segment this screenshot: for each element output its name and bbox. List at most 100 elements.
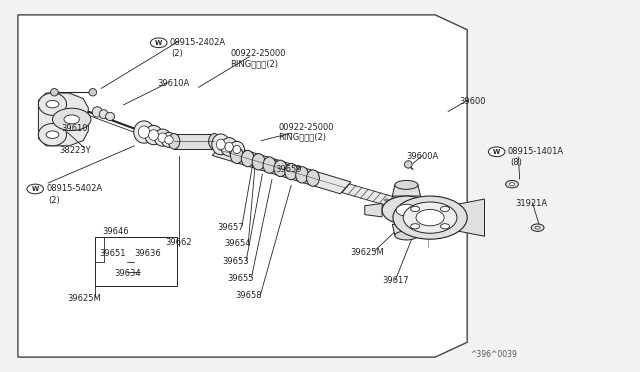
Circle shape <box>403 202 457 233</box>
Text: 39654: 39654 <box>224 239 250 248</box>
Text: 39636: 39636 <box>134 249 161 258</box>
Polygon shape <box>392 185 420 196</box>
Text: 39610: 39610 <box>61 124 87 133</box>
Ellipse shape <box>138 126 150 138</box>
Text: RINGリング(2): RINGリング(2) <box>230 60 278 68</box>
Text: 08915-5402A: 08915-5402A <box>46 185 102 193</box>
Circle shape <box>393 196 467 239</box>
Bar <box>95 237 177 286</box>
Text: 39655: 39655 <box>227 274 253 283</box>
Text: 39651: 39651 <box>99 249 125 258</box>
Circle shape <box>411 224 420 229</box>
Circle shape <box>390 201 396 203</box>
Bar <box>174 134 214 149</box>
Circle shape <box>52 108 91 131</box>
Ellipse shape <box>263 157 276 173</box>
Circle shape <box>27 184 44 194</box>
Ellipse shape <box>145 125 163 145</box>
Text: (8): (8) <box>511 158 523 167</box>
Text: RINGリング(2): RINGリング(2) <box>278 133 326 142</box>
Ellipse shape <box>221 138 237 156</box>
Polygon shape <box>342 184 399 207</box>
Text: 31921A: 31921A <box>515 199 547 208</box>
Circle shape <box>531 224 544 231</box>
Text: 38223Y: 38223Y <box>60 146 91 155</box>
Circle shape <box>46 131 59 138</box>
Text: 39600A: 39600A <box>406 153 438 161</box>
Text: 00922-25000: 00922-25000 <box>278 123 334 132</box>
Polygon shape <box>365 203 382 217</box>
Circle shape <box>387 200 392 203</box>
Polygon shape <box>38 93 88 146</box>
Circle shape <box>488 147 505 157</box>
Ellipse shape <box>92 107 102 117</box>
Circle shape <box>509 183 515 186</box>
Circle shape <box>386 199 391 202</box>
Circle shape <box>440 224 449 229</box>
Text: 00922-25000: 00922-25000 <box>230 49 286 58</box>
Circle shape <box>46 100 59 108</box>
Text: 39610A: 39610A <box>157 79 189 88</box>
Ellipse shape <box>212 134 230 155</box>
Ellipse shape <box>404 161 412 168</box>
Text: 39658: 39658 <box>236 291 262 300</box>
Ellipse shape <box>225 142 234 152</box>
Ellipse shape <box>106 112 115 121</box>
Circle shape <box>382 196 431 224</box>
Text: 39646: 39646 <box>102 227 129 236</box>
Ellipse shape <box>99 110 108 119</box>
Circle shape <box>411 206 420 212</box>
Ellipse shape <box>274 160 287 176</box>
Text: (2): (2) <box>172 49 183 58</box>
Ellipse shape <box>285 163 298 180</box>
Circle shape <box>384 199 389 202</box>
Ellipse shape <box>307 170 319 186</box>
Text: 39617: 39617 <box>383 276 410 285</box>
Ellipse shape <box>229 141 244 158</box>
Polygon shape <box>212 144 351 194</box>
Ellipse shape <box>230 147 243 163</box>
Text: 39662: 39662 <box>165 238 192 247</box>
Text: 39625M: 39625M <box>67 294 101 303</box>
Ellipse shape <box>209 134 220 149</box>
Polygon shape <box>456 199 484 236</box>
Ellipse shape <box>168 134 180 149</box>
Circle shape <box>535 226 540 229</box>
Text: 39625M: 39625M <box>351 248 385 257</box>
Ellipse shape <box>38 93 67 115</box>
Text: 39659: 39659 <box>275 165 301 174</box>
Ellipse shape <box>216 139 225 150</box>
Text: ^396^0039: ^396^0039 <box>470 350 517 359</box>
Text: W: W <box>31 186 39 192</box>
Ellipse shape <box>158 133 167 142</box>
Ellipse shape <box>241 150 254 167</box>
Ellipse shape <box>164 136 173 144</box>
Circle shape <box>396 204 417 216</box>
Ellipse shape <box>134 121 154 143</box>
Text: 39634: 39634 <box>114 269 141 278</box>
Ellipse shape <box>51 89 58 96</box>
Circle shape <box>506 180 518 188</box>
Ellipse shape <box>395 180 418 189</box>
Polygon shape <box>18 15 467 357</box>
Ellipse shape <box>89 89 97 96</box>
Ellipse shape <box>161 132 177 147</box>
Ellipse shape <box>148 130 159 140</box>
Circle shape <box>416 209 444 226</box>
Text: 39653: 39653 <box>223 257 250 266</box>
Polygon shape <box>392 224 420 235</box>
Ellipse shape <box>252 154 265 170</box>
Ellipse shape <box>38 124 67 146</box>
Ellipse shape <box>296 167 308 183</box>
Text: W: W <box>155 40 163 46</box>
Text: 39657: 39657 <box>218 223 244 232</box>
Circle shape <box>150 38 167 48</box>
Text: 08915-2402A: 08915-2402A <box>170 38 226 47</box>
Ellipse shape <box>395 231 418 240</box>
Text: W: W <box>493 149 500 155</box>
Ellipse shape <box>154 129 171 146</box>
Circle shape <box>389 200 394 203</box>
Ellipse shape <box>233 145 241 154</box>
Text: (2): (2) <box>48 196 60 205</box>
Circle shape <box>64 115 79 124</box>
